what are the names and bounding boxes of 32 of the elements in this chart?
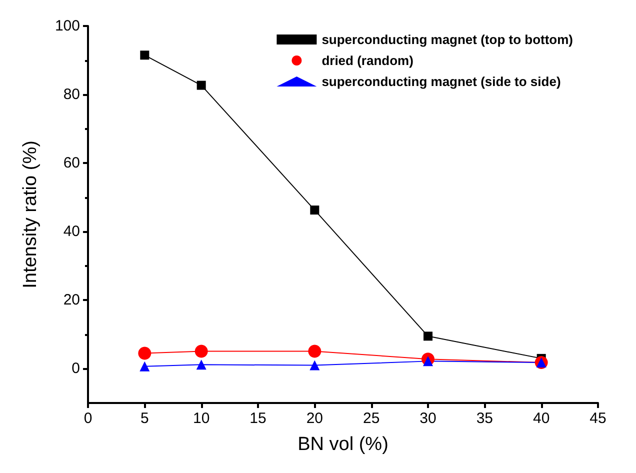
y-tick-label: 100 bbox=[54, 18, 80, 34]
y-tick-label: 80 bbox=[63, 86, 80, 104]
y-tick-label: 60 bbox=[63, 154, 80, 172]
legend-label: superconducting magnet (top to bottom) bbox=[322, 32, 574, 47]
point bbox=[310, 360, 320, 370]
x-tick-label: 10 bbox=[192, 410, 210, 427]
point bbox=[140, 361, 150, 372]
legend-label: dried (random) bbox=[322, 53, 414, 68]
point bbox=[196, 360, 206, 370]
x-tick-label: 40 bbox=[532, 410, 550, 427]
x-tick-label: 5 bbox=[140, 410, 149, 427]
point bbox=[308, 344, 322, 358]
point bbox=[138, 346, 152, 360]
y-tick-label: 0 bbox=[72, 360, 80, 378]
point bbox=[424, 332, 432, 341]
x-tick-label: 25 bbox=[362, 410, 380, 427]
x-axis-title: BN vol (%) bbox=[298, 434, 388, 455]
x-tick-label: 45 bbox=[590, 410, 606, 427]
point bbox=[196, 80, 206, 90]
x-tick-label: 20 bbox=[306, 410, 324, 427]
x-tick-label: 35 bbox=[476, 410, 494, 427]
point bbox=[310, 206, 320, 215]
x-tick-label: 15 bbox=[250, 410, 266, 427]
x-tick-label: 0 bbox=[84, 410, 92, 427]
y-tick-label: 20 bbox=[63, 292, 80, 309]
y-tick-label: 40 bbox=[63, 223, 80, 240]
point bbox=[194, 344, 208, 358]
x-tick-label: 30 bbox=[420, 410, 436, 427]
y-axis-title: Intensity ratio (%) bbox=[20, 140, 41, 288]
point bbox=[423, 356, 433, 366]
legend-label: superconducting magnet (side to side) bbox=[322, 74, 561, 89]
point bbox=[140, 50, 150, 60]
